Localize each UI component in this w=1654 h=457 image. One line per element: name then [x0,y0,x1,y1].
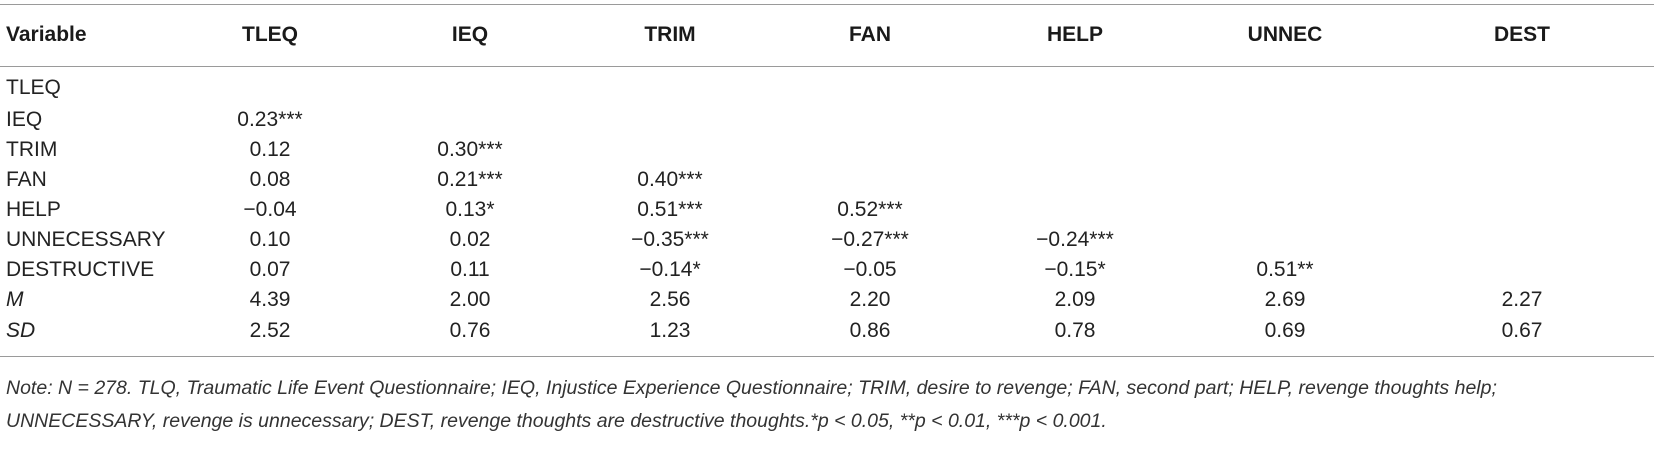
table-row: IEQ 0.23*** [0,105,1654,135]
table-cell: 2.52 [249,318,291,342]
table-cell [770,135,970,165]
column-header-unnec: UNNEC [1247,23,1323,46]
table-cell: 0.78 [1054,318,1096,342]
table-cell [370,105,570,135]
table-cell: 0.23*** [237,108,303,131]
table-cell [1180,225,1390,255]
table-cell: −0.35*** [631,228,709,251]
table-cell: 0.02 [449,228,491,251]
table-cell: 0.51*** [637,198,703,221]
table-cell [570,105,770,135]
table-row: HELP −0.04 0.13* 0.51*** 0.52*** [0,195,1654,225]
table-cell: 1.23 [649,318,691,342]
table-cell [1390,105,1654,135]
table-cell: −0.04 [243,198,297,221]
table-cell: 2.56 [649,288,691,311]
table-cell: 2.09 [1054,288,1096,311]
table-cell: −0.24*** [1036,228,1114,251]
table-cell: −0.27*** [831,228,909,251]
table-cell: 0.76 [449,318,491,342]
table-cell [170,71,370,105]
column-header-tleq: TLEQ [242,23,298,46]
table-cell [1180,135,1390,165]
row-label: IEQ [6,108,43,131]
table-cell [1390,225,1654,255]
table-cell: 4.39 [249,288,291,311]
column-header-trim: TRIM [644,23,696,46]
table-cell: 0.51** [1256,258,1314,281]
row-label-sd: SD [6,318,36,342]
table-row: DESTRUCTIVE 0.07 0.11 −0.14* −0.05 −0.15… [0,255,1654,285]
table-cell [1180,105,1390,135]
row-label: DESTRUCTIVE [6,258,155,281]
table-cell: −0.05 [843,258,897,281]
column-header-variable: Variable [6,23,87,46]
table-cell [970,195,1180,225]
table-top-rule [0,4,1654,5]
table-cell [970,135,1180,165]
table-row: M 4.39 2.00 2.56 2.20 2.09 2.69 2.27 [0,285,1654,315]
header-rule [0,66,1654,67]
table-cell: 0.86 [849,318,891,342]
table-cell: 0.69 [1264,318,1306,342]
row-label-mean: M [6,288,24,311]
table-row: UNNECESSARY 0.10 0.02 −0.35*** −0.27*** … [0,225,1654,255]
table-cell [970,165,1180,195]
table-cell: 0.67 [1501,318,1543,342]
table-cell [1180,71,1390,105]
table-cell: 0.30*** [437,138,503,161]
column-header-help: HELP [1046,23,1103,46]
header-row: Variable TLEQ IEQ TRIM FAN HELP UNNEC DE… [0,5,1654,65]
correlation-table: Variable TLEQ IEQ TRIM FAN HELP UNNEC DE… [0,5,1654,346]
column-header-fan: FAN [849,23,891,46]
table-cell: 0.08 [249,168,291,191]
table-cell: 0.07 [249,258,291,281]
table-cell: 0.21*** [437,168,503,191]
table-cell: 0.13* [445,198,495,221]
table-row: FAN 0.08 0.21*** 0.40*** [0,165,1654,195]
table-cell: 0.52*** [837,198,903,221]
row-label: TLEQ [6,76,61,99]
table-cell [1390,255,1654,285]
table-cell [1390,165,1654,195]
table-cell [970,105,1180,135]
column-header-ieq: IEQ [451,23,489,46]
table-cell [1180,195,1390,225]
table-cell: −0.15* [1044,258,1106,281]
row-label: TRIM [6,138,58,161]
table-bottom-rule [0,356,1654,357]
table-cell: 2.20 [849,288,891,311]
table-cell [770,165,970,195]
table-row: TRIM 0.12 0.30*** [0,135,1654,165]
table-cell [970,71,1180,105]
table-cell: 0.10 [249,228,291,251]
table-cell [570,71,770,105]
table-row: SD 2.52 0.76 1.23 0.86 0.78 0.69 0.67 [0,315,1654,346]
table-cell [770,71,970,105]
row-label: HELP [6,198,61,221]
table-note-line: UNNECESSARY, revenge is unnecessary; DES… [6,410,1107,432]
table-row: TLEQ [0,71,1654,105]
row-label: UNNECESSARY [6,228,166,251]
row-label: FAN [6,168,47,191]
table-cell: 2.69 [1264,288,1306,311]
table-cell [370,71,570,105]
table-cell: 0.40*** [637,168,703,191]
table-cell [1390,71,1654,105]
table-cell [1390,195,1654,225]
table-cell [570,135,770,165]
table-cell: −0.14* [639,258,701,281]
table-note-line: Note: N = 278. TLQ, Traumatic Life Event… [6,377,1497,399]
table-cell: 0.11 [450,258,490,281]
table-cell [770,105,970,135]
table-cell: 2.00 [449,288,491,311]
table-cell: 0.12 [249,138,291,161]
table-cell [1180,165,1390,195]
table-note: Note: N = 278. TLQ, Traumatic Life Event… [6,372,1646,438]
table-cell: 2.27 [1501,288,1543,311]
column-header-dest: DEST [1493,23,1550,46]
table-cell [1390,135,1654,165]
